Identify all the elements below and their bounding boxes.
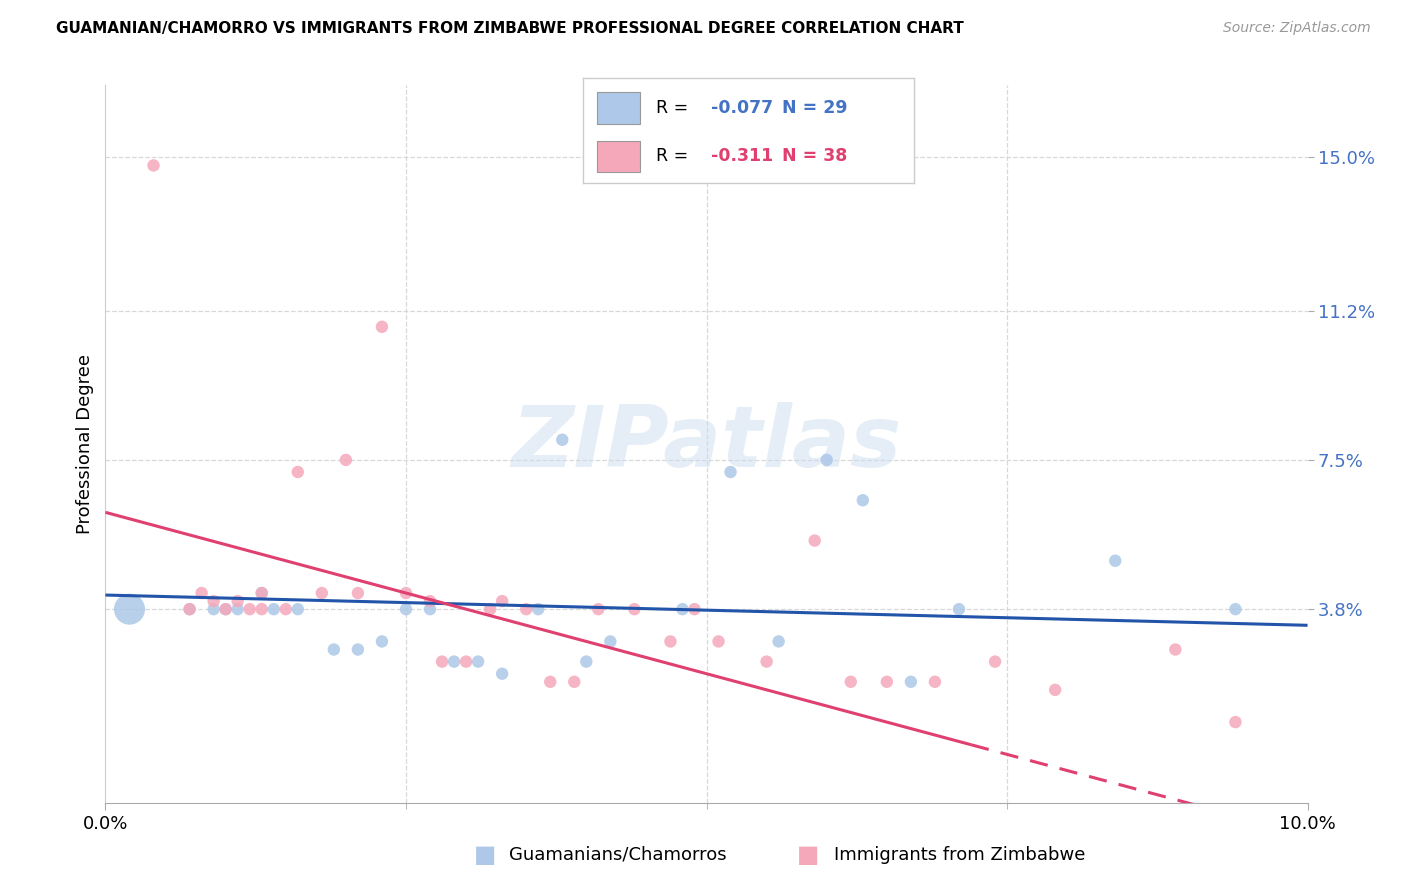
Point (335, 453, 357, 467)
Point (467, 655, 489, 669)
Point (214, 602, 236, 616)
Point (142, 158, 165, 172)
Text: N = 38: N = 38 (782, 147, 846, 165)
Bar (596, 141, 640, 172)
Point (239, 602, 262, 616)
Point (287, 465, 309, 479)
Point (179, 602, 201, 616)
Point (588, 602, 610, 616)
Point (202, 594, 225, 608)
Point (755, 655, 778, 669)
Point (322, 642, 344, 657)
Text: R =: R = (657, 147, 699, 165)
Point (876, 674, 898, 689)
Point (599, 634, 621, 648)
Text: ■: ■ (474, 843, 496, 866)
Point (479, 602, 502, 616)
Point (311, 586, 333, 600)
Point (1225, 602, 1247, 616)
Point (491, 594, 513, 608)
Point (720, 465, 742, 479)
Point (515, 602, 537, 616)
Text: Guamanians/Chamorros: Guamanians/Chamorros (509, 846, 727, 863)
Point (443, 655, 465, 669)
Point (250, 602, 273, 616)
Point (768, 634, 790, 648)
Text: Immigrants from Zimbabwe: Immigrants from Zimbabwe (834, 846, 1085, 863)
Text: N = 29: N = 29 (782, 99, 848, 117)
Point (538, 674, 561, 689)
Text: R =: R = (657, 99, 695, 117)
Point (852, 493, 875, 508)
Point (179, 602, 201, 616)
Point (948, 602, 970, 616)
Point (815, 453, 838, 467)
Point (118, 602, 141, 616)
Text: Source: ZipAtlas.com: Source: ZipAtlas.com (1223, 21, 1371, 36)
Point (562, 674, 585, 689)
Point (623, 602, 645, 616)
Point (419, 594, 441, 608)
Point (430, 655, 453, 669)
Y-axis label: Professional Degree: Professional Degree (76, 354, 94, 533)
Point (190, 586, 212, 600)
Point (1164, 642, 1187, 657)
Point (202, 602, 225, 616)
Point (395, 586, 418, 600)
Point (575, 655, 598, 669)
Point (371, 319, 394, 334)
Point (287, 602, 309, 616)
Text: -0.311: -0.311 (710, 147, 773, 165)
Point (900, 674, 922, 689)
Point (491, 666, 513, 681)
Point (347, 586, 370, 600)
Point (803, 533, 825, 548)
Point (226, 594, 249, 608)
Point (659, 634, 682, 648)
Point (395, 602, 418, 616)
Point (839, 674, 862, 689)
Point (707, 634, 730, 648)
Text: -0.077: -0.077 (710, 99, 773, 117)
Point (274, 602, 297, 616)
Point (226, 602, 249, 616)
Point (527, 602, 550, 616)
Point (250, 586, 273, 600)
Point (250, 586, 273, 600)
Text: GUAMANIAN/CHAMORRO VS IMMIGRANTS FROM ZIMBABWE PROFESSIONAL DEGREE CORRELATION C: GUAMANIAN/CHAMORRO VS IMMIGRANTS FROM ZI… (56, 21, 965, 37)
Point (419, 602, 441, 616)
Point (214, 602, 236, 616)
Point (924, 674, 946, 689)
Point (1043, 682, 1066, 697)
Point (347, 642, 370, 657)
Point (263, 602, 285, 616)
Point (683, 602, 706, 616)
Point (984, 655, 1007, 669)
Text: ZIPatlas: ZIPatlas (512, 402, 901, 485)
Point (454, 655, 477, 669)
Bar (596, 93, 640, 124)
Point (1225, 715, 1247, 730)
Text: ■: ■ (797, 843, 820, 866)
Point (1104, 554, 1126, 568)
Point (671, 602, 693, 616)
Point (551, 433, 574, 447)
Point (371, 634, 394, 648)
